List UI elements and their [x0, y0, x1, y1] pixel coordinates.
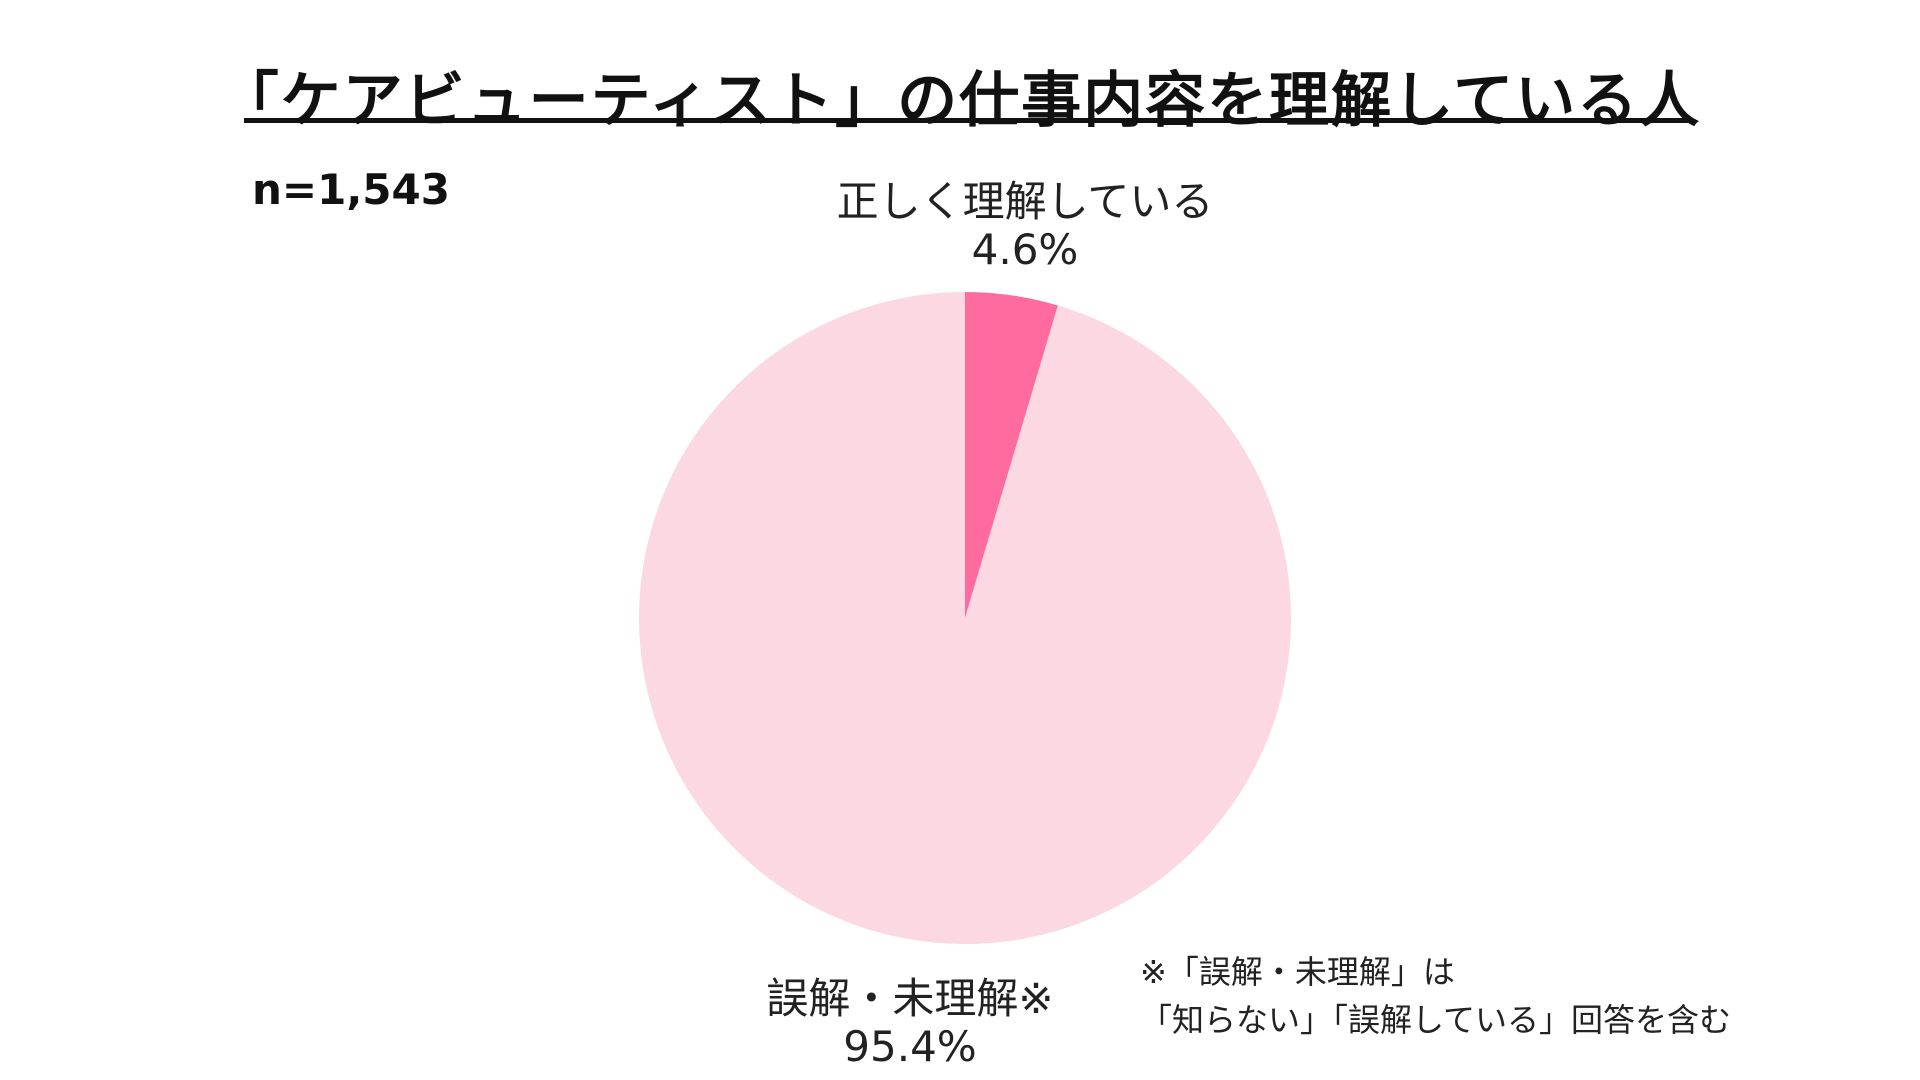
sample-size-label: n=1,543 [252, 165, 450, 214]
slice-label-understand-correctly: 正しく理解している [836, 177, 1214, 226]
pie-slice-misunderstood [638, 292, 1291, 944]
pie-slice-understand-correctly [965, 292, 1058, 618]
footnote: ※「誤解・未理解」は 「知らない」「誤解している」回答を含む [1140, 948, 1731, 1044]
chart-title: 「ケアビューティスト」の仕事内容を理解している人 [218, 66, 1702, 136]
slice-value-understand-correctly: 4.6% [971, 225, 1079, 274]
title-underline [244, 118, 1692, 123]
footnote-line-1: ※「誤解・未理解」は [1140, 953, 1455, 991]
slice-label-misunderstood: 誤解・未理解※ [766, 974, 1054, 1023]
slice-value-misunderstood: 95.4% [843, 1022, 977, 1071]
footnote-line-2: 「知らない」「誤解している」回答を含む [1140, 1001, 1732, 1039]
